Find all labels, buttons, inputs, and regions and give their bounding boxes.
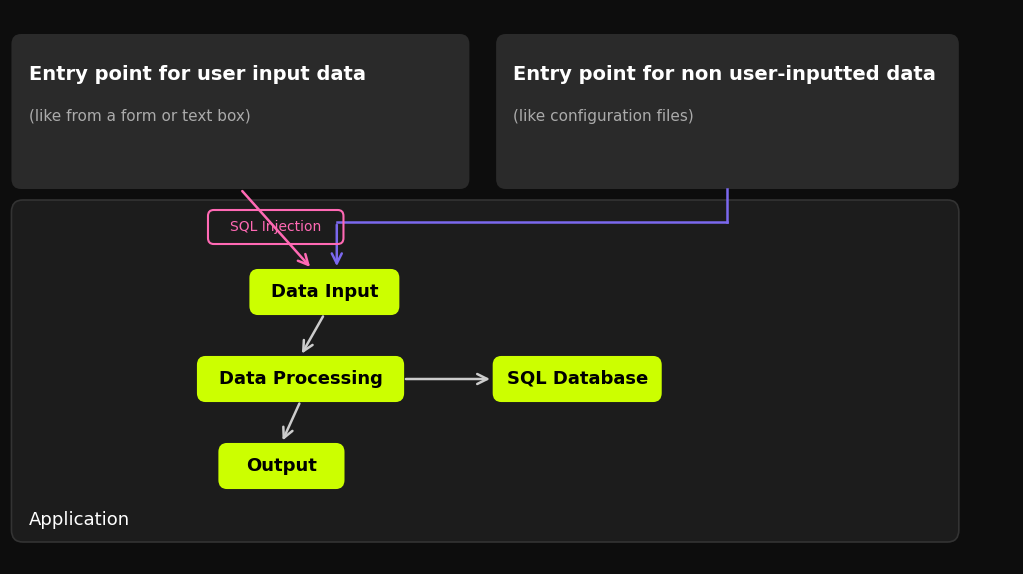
FancyBboxPatch shape	[11, 34, 470, 189]
Text: (like configuration files): (like configuration files)	[514, 108, 694, 123]
Text: Output: Output	[246, 457, 317, 475]
FancyBboxPatch shape	[11, 200, 959, 542]
Text: (like from a form or text box): (like from a form or text box)	[29, 108, 251, 123]
Text: SQL Database: SQL Database	[506, 370, 648, 388]
Text: Data Input: Data Input	[271, 283, 379, 301]
Text: Application: Application	[29, 511, 130, 529]
FancyBboxPatch shape	[219, 444, 344, 488]
FancyBboxPatch shape	[494, 357, 661, 401]
Text: Entry point for non user-inputted data: Entry point for non user-inputted data	[514, 64, 936, 83]
FancyBboxPatch shape	[496, 34, 959, 189]
Text: SQL Injection: SQL Injection	[230, 220, 321, 234]
FancyBboxPatch shape	[251, 270, 398, 314]
Text: Entry point for user input data: Entry point for user input data	[29, 64, 365, 83]
FancyBboxPatch shape	[198, 357, 403, 401]
Text: Data Processing: Data Processing	[219, 370, 383, 388]
